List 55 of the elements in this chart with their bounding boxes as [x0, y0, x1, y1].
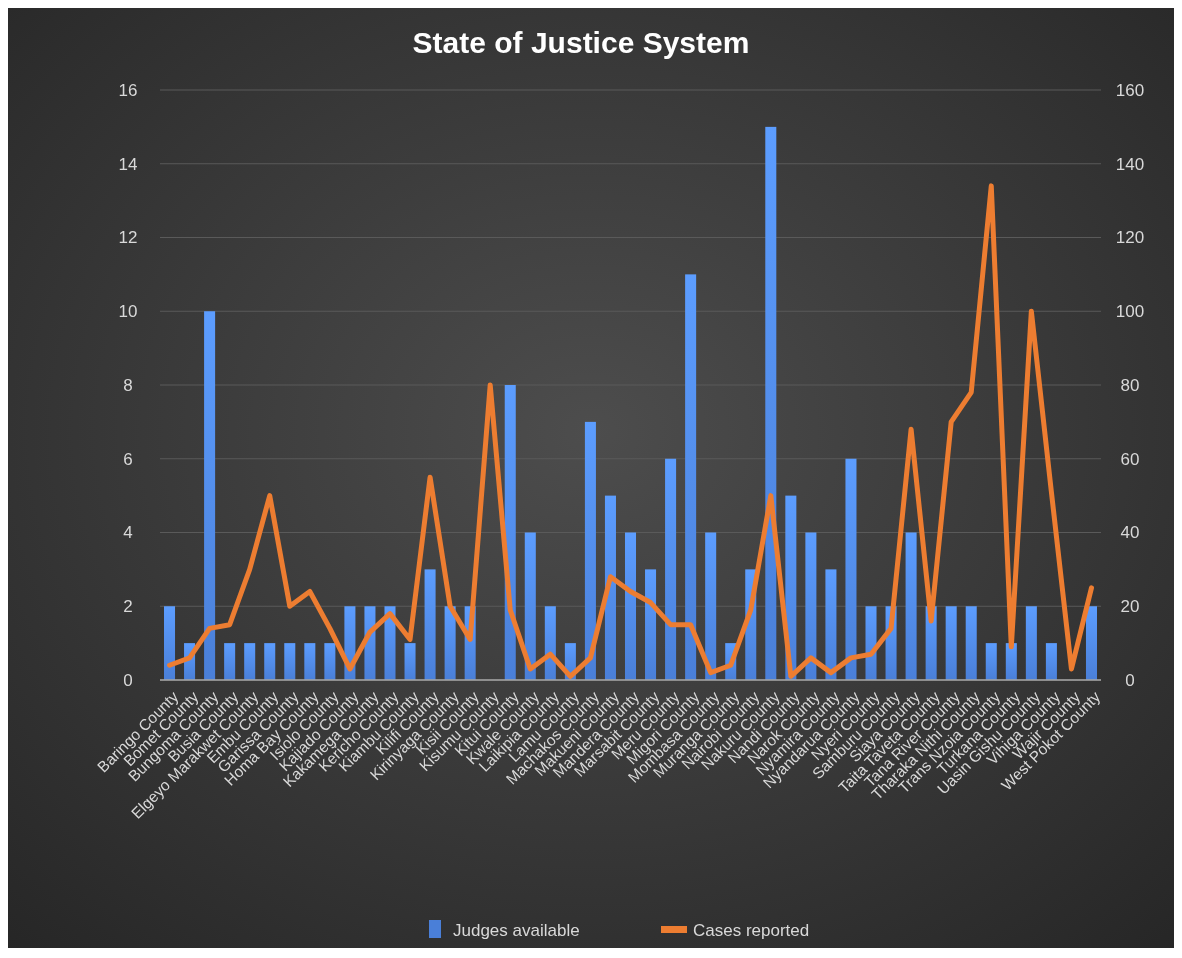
- bar: [404, 643, 416, 680]
- y2-tick-label: 100: [1115, 302, 1145, 322]
- bar: [604, 495, 616, 680]
- bar: [645, 569, 657, 680]
- bar: [204, 311, 216, 680]
- y2-tick-label: 80: [1120, 375, 1140, 395]
- chart-title: State of Justice System: [412, 26, 750, 59]
- y-tick-label: 12: [118, 228, 138, 248]
- legend-label: Judges available: [453, 920, 580, 940]
- bar: [264, 643, 276, 680]
- bar: [424, 569, 436, 680]
- bar: [1005, 643, 1017, 680]
- y-tick-label: 4: [123, 523, 133, 543]
- bar: [384, 606, 396, 680]
- bar: [865, 606, 877, 680]
- y-tick-label: 0: [123, 670, 133, 690]
- bar: [765, 126, 777, 680]
- y2-tick-label: 40: [1120, 523, 1140, 543]
- bar: [244, 643, 256, 680]
- bar: [945, 606, 957, 680]
- bar: [284, 643, 296, 680]
- bar: [304, 643, 316, 680]
- bar: [444, 606, 456, 680]
- y2-tick-label: 60: [1120, 449, 1140, 469]
- bar: [845, 458, 857, 680]
- bar: [805, 532, 817, 680]
- bar: [524, 532, 536, 680]
- y-tick-label: 8: [123, 375, 133, 395]
- bar: [705, 532, 717, 680]
- y-tick-label: 6: [123, 449, 133, 469]
- bar: [624, 532, 637, 680]
- bar: [965, 606, 977, 680]
- y2-tick-label: 20: [1120, 597, 1140, 617]
- y2-tick-label: 160: [1115, 80, 1145, 100]
- y2-tick-label: 140: [1115, 154, 1145, 174]
- bar: [584, 421, 596, 680]
- bar: [1085, 606, 1097, 680]
- bar: [665, 458, 677, 680]
- bar: [324, 643, 336, 680]
- bar: [544, 606, 556, 680]
- legend-label: Cases reported: [693, 920, 810, 940]
- y2-tick-label: 0: [1125, 670, 1135, 690]
- bar: [685, 274, 697, 680]
- y2-tick-label: 120: [1115, 228, 1145, 248]
- y-tick-label: 10: [118, 302, 138, 322]
- bar: [1045, 643, 1057, 680]
- bar: [224, 643, 236, 680]
- y-tick-label: 14: [118, 154, 138, 174]
- y-tick-label: 2: [123, 597, 133, 617]
- bar: [1025, 606, 1037, 680]
- y-tick-label: 16: [118, 80, 138, 100]
- bar: [905, 532, 917, 680]
- bar: [825, 569, 837, 680]
- bar: [985, 643, 997, 680]
- bar: [164, 606, 176, 680]
